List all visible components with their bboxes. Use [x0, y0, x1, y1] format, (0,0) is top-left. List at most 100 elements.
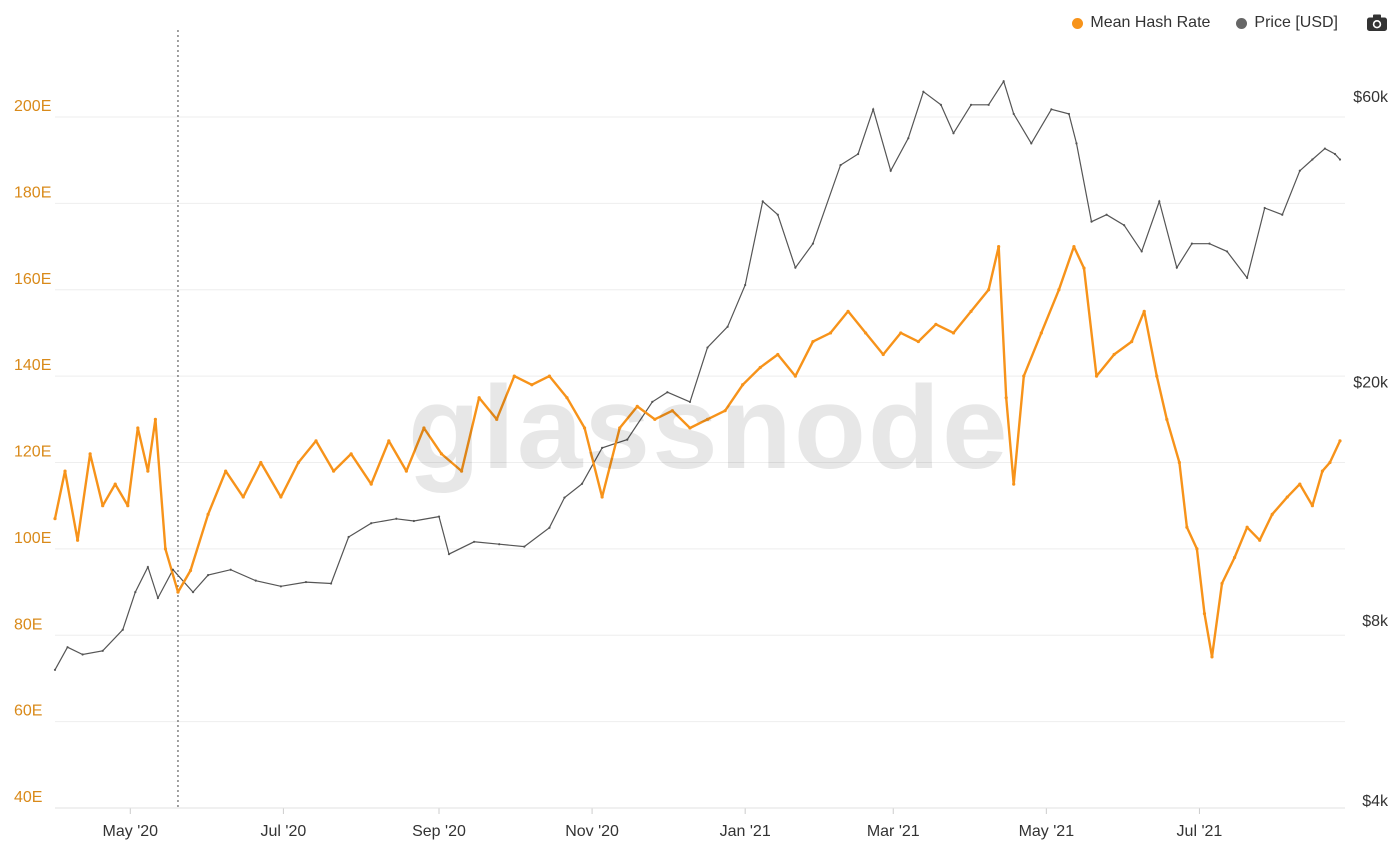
price-point — [688, 400, 692, 403]
hash-rate-point — [1057, 288, 1061, 292]
hash-rate-point — [279, 495, 283, 499]
hash-rate-point — [547, 374, 552, 378]
price-point — [952, 132, 955, 135]
price-point — [811, 242, 815, 245]
right-tick-label: $20k — [1353, 375, 1389, 392]
legend-item-hash-rate[interactable]: Mean Hash Rate — [1072, 14, 1210, 32]
price-point — [412, 519, 415, 523]
price-point — [1002, 80, 1005, 83]
right-tick-label: $4k — [1362, 793, 1389, 810]
x-tick-label: May '21 — [1019, 823, 1075, 840]
price-point — [171, 568, 175, 571]
hash-rate-point — [899, 331, 903, 335]
hash-rate-point — [1220, 581, 1224, 586]
hash-rate-point — [881, 352, 885, 357]
hash-rate-point — [1022, 374, 1026, 378]
left-tick-label: 120E — [14, 444, 51, 461]
price-point — [922, 90, 925, 93]
hash-rate-point — [1232, 555, 1237, 560]
hash-rate-point — [582, 426, 587, 430]
legend-label-hash-rate: Mean Hash Rate — [1090, 14, 1211, 31]
hash-rate-point — [1082, 266, 1086, 270]
hash-rate-point — [1338, 439, 1342, 443]
price-point — [81, 653, 84, 656]
hash-rate-point — [369, 482, 373, 486]
hash-rate-point — [259, 460, 263, 465]
hash-rate-point — [741, 383, 745, 387]
price-point — [229, 568, 232, 571]
price-point — [1030, 142, 1033, 145]
hash-rate-point — [176, 590, 180, 594]
hash-rate-point — [723, 409, 727, 413]
axis-ticks: 40E 60E 80E 100E 120E 140E 160E 180E 200E $4k $8k $… — [14, 89, 1389, 840]
price-point — [601, 446, 604, 449]
price-point — [563, 496, 566, 499]
hash-rate-point — [495, 417, 499, 421]
hash-rate-point — [1039, 331, 1043, 335]
hash-rate-point — [1202, 612, 1207, 616]
price-point — [279, 585, 282, 588]
price-point — [395, 517, 398, 520]
hash-rate-point — [670, 409, 674, 413]
hash-rate-point — [793, 374, 797, 378]
legend-item-price[interactable]: Price [USD] — [1236, 14, 1338, 32]
price-point — [794, 266, 797, 269]
hash-rate-point — [916, 339, 920, 344]
watermark: glassnode — [408, 362, 1010, 494]
price-point — [1323, 147, 1327, 150]
hash-rate-point — [512, 374, 516, 378]
price-point — [1190, 242, 1194, 245]
price-point — [523, 545, 526, 548]
price-point — [254, 579, 257, 582]
hash-rate-point — [101, 504, 105, 508]
hash-rate-point — [600, 495, 604, 499]
hash-rate-point — [934, 322, 938, 326]
price-point — [1050, 108, 1053, 111]
camera-icon[interactable] — [1366, 14, 1388, 32]
price-point — [580, 482, 584, 485]
series-lines — [53, 79, 1342, 671]
price-point — [1123, 224, 1126, 227]
hash-rate-point — [530, 383, 534, 387]
price-point — [66, 646, 69, 649]
left-tick-label: 140E — [14, 357, 51, 374]
hash-rate-point — [1142, 309, 1146, 313]
hash-rate-point — [88, 452, 92, 456]
price-point — [1208, 242, 1211, 245]
price-point — [907, 137, 910, 140]
hash-rate-point — [1245, 525, 1249, 529]
price-point — [53, 668, 57, 671]
hash-rate-point — [653, 417, 657, 421]
price-point — [1333, 152, 1337, 156]
price-point — [839, 163, 842, 167]
hash-rate-point — [113, 482, 117, 486]
price-point — [447, 553, 451, 556]
x-tick-label: Jul '20 — [261, 823, 307, 840]
price-point — [1140, 250, 1143, 253]
price-point — [889, 169, 892, 172]
price-point — [370, 522, 373, 525]
hash-rate-point — [969, 309, 973, 313]
hash-rate-point — [1155, 374, 1159, 378]
hash-rate-point — [758, 365, 762, 370]
hash-rate-point — [1258, 538, 1262, 542]
hash-rate-point — [53, 517, 57, 521]
left-tick-label: 160E — [14, 271, 51, 288]
price-point — [1158, 200, 1161, 203]
left-tick-label: 180E — [14, 184, 51, 201]
price-point — [939, 103, 943, 106]
price-point — [987, 103, 990, 106]
price-point — [1090, 220, 1093, 223]
hash-rate-point — [404, 469, 408, 473]
hash-rate-point — [828, 331, 833, 335]
price-point — [1075, 142, 1078, 145]
price-point — [1246, 276, 1249, 280]
price-point — [626, 438, 629, 441]
price-point — [1311, 158, 1314, 161]
hash-rate-point — [1328, 460, 1332, 465]
hash-rate-point — [75, 538, 80, 542]
left-tick-label: 200E — [14, 98, 51, 115]
price-point — [121, 628, 124, 631]
hash-rate-point — [811, 339, 815, 344]
